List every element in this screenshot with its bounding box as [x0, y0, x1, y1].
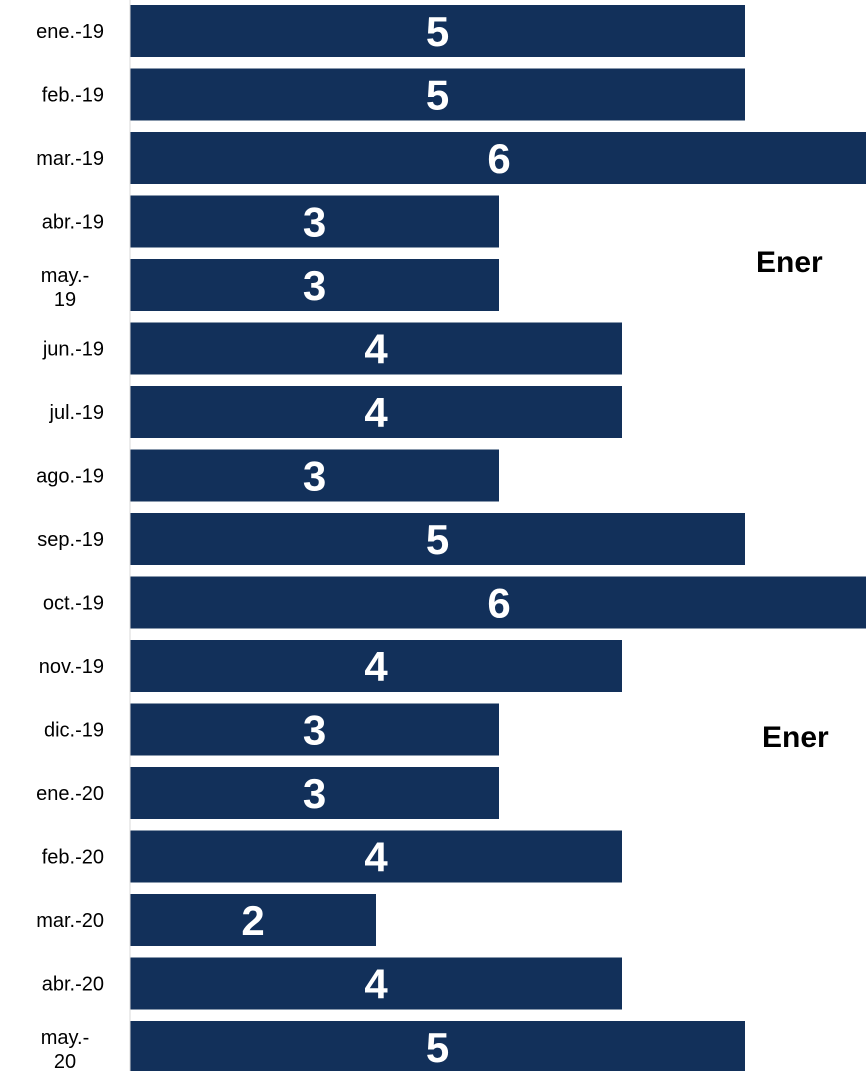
- bar-value-label: 5: [426, 516, 449, 563]
- bar-value-label: 3: [303, 707, 326, 754]
- category-labels-group: ene.-19 feb.-19 mar.-19 abr.-19 may.-19 jun.-…: [36, 21, 104, 1071]
- bar-value-label: 3: [303, 453, 326, 500]
- category-label: abr.-20: [42, 974, 104, 996]
- bar-dic.-19: [130, 703, 499, 756]
- category-label: jul.-19: [49, 402, 104, 424]
- bar-value-label: 4: [364, 834, 388, 881]
- bar-value-label: 5: [426, 8, 449, 55]
- category-label: abr.-19: [42, 212, 104, 234]
- category-label: ago.-19: [36, 466, 104, 488]
- category-label: mar.-19: [36, 148, 104, 170]
- bar-jul.-19: [130, 386, 622, 438]
- side-label-top: Ener: [756, 246, 823, 279]
- bar-value-label: 5: [426, 1024, 449, 1071]
- bar-may.-19: [130, 259, 499, 311]
- bar-value-label: 3: [303, 262, 326, 309]
- category-label: feb.-20: [42, 847, 104, 869]
- bar-abr.-20: [130, 957, 622, 1010]
- bar-value-label: 3: [303, 770, 326, 817]
- category-label: ene.-20: [36, 783, 104, 805]
- bar-value-label: 2: [241, 897, 264, 944]
- bar-value-label: 4: [364, 389, 388, 436]
- bar-mar.-20: [130, 894, 376, 946]
- bar-sep.-19: [130, 513, 745, 565]
- bar-value-label: 4: [364, 643, 388, 690]
- bar-value-label: 6: [487, 580, 510, 627]
- bar-value-label: 4: [364, 326, 388, 373]
- bar-value-label: 3: [303, 199, 326, 246]
- category-label: may.-19: [41, 265, 90, 311]
- category-label: ene.-19: [36, 21, 104, 43]
- category-label: jun.-19: [42, 339, 104, 361]
- bar-may.-20: [130, 1021, 745, 1071]
- category-label: sep.-19: [37, 529, 104, 551]
- bar-value-label: 4: [364, 961, 388, 1008]
- bar-feb.-20: [130, 830, 622, 883]
- bars-group: [130, 5, 866, 1071]
- bar-abr.-19: [130, 195, 499, 248]
- bar-mar.-19: [130, 132, 866, 184]
- category-label: feb.-19: [42, 85, 104, 107]
- side-label-bottom: Ener: [762, 721, 829, 754]
- bar-nov.-19: [130, 640, 622, 692]
- bar-value-label: 5: [426, 72, 449, 119]
- bar-ago.-19: [130, 449, 499, 502]
- bar-feb.-19: [130, 68, 745, 121]
- bar-ene.-19: [130, 5, 745, 57]
- category-label: oct.-19: [43, 593, 104, 615]
- bar-value-label: 6: [487, 135, 510, 182]
- bar-oct.-19: [130, 576, 866, 629]
- category-label: may.-20: [41, 1027, 90, 1071]
- category-label: mar.-20: [36, 910, 104, 932]
- category-label: dic.-19: [44, 720, 104, 742]
- bar-ene.-20: [130, 767, 499, 819]
- bar-jun.-19: [130, 322, 622, 375]
- category-label: nov.-19: [39, 656, 104, 678]
